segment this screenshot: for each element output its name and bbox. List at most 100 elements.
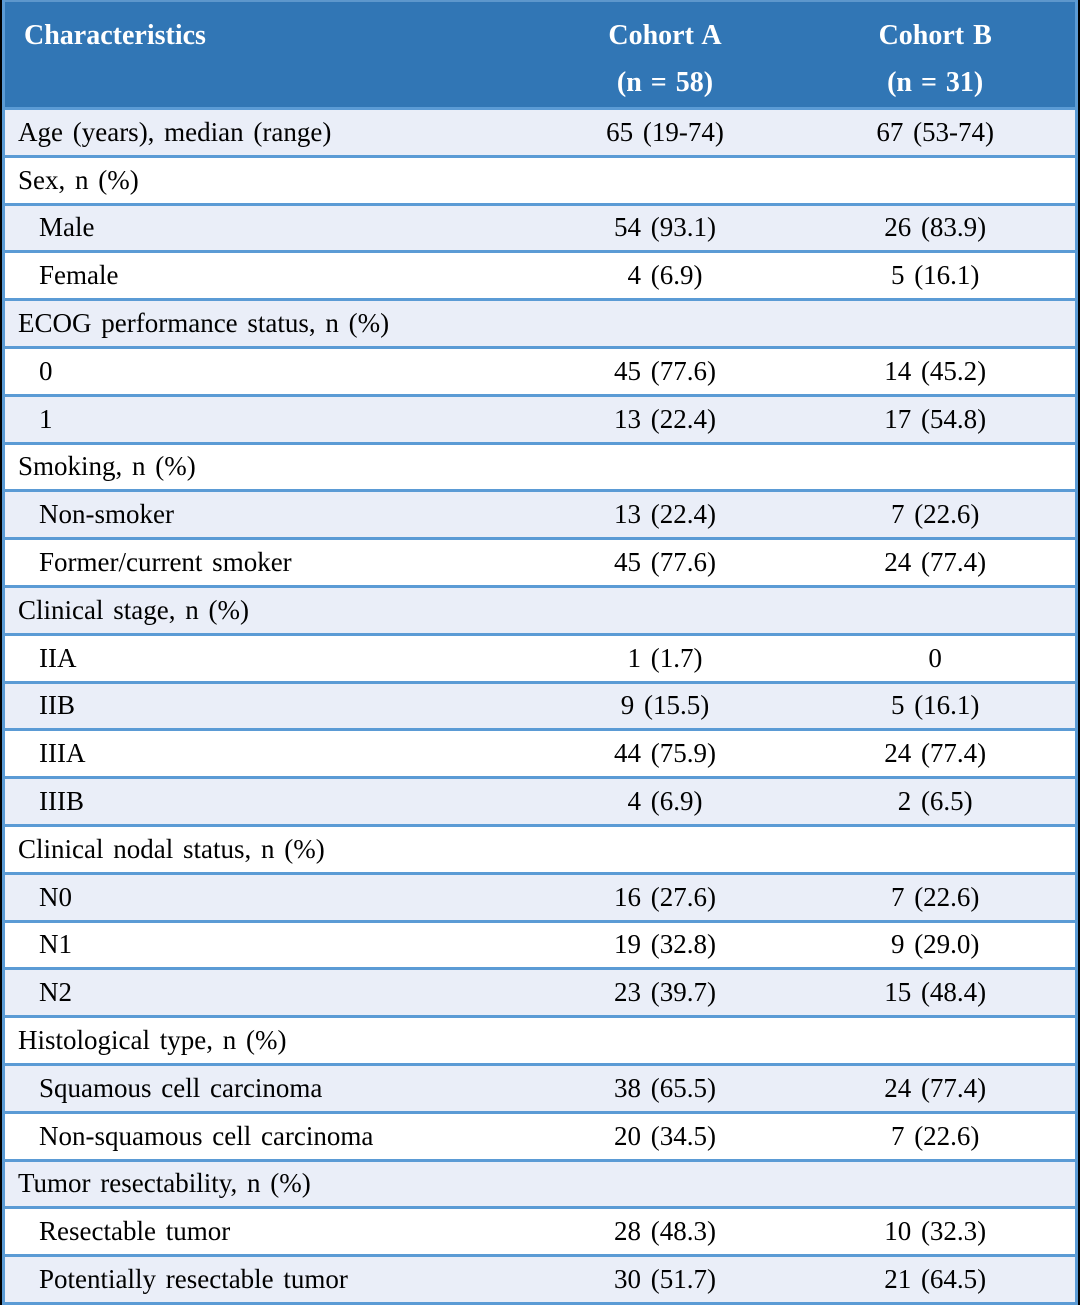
- cohort-b-value-cell: 14 (45.2): [884, 355, 987, 386]
- cohort-a-header-label: Cohort A: [608, 20, 722, 51]
- column-header-cohort-b: Cohort B (n = 31): [795, 0, 1077, 110]
- row-label-cell: Former/current smoker: [39, 547, 292, 578]
- row-label-cell: Non-smoker: [39, 499, 174, 530]
- cohort-b-value-cell: [795, 156, 1076, 204]
- cohort-b-value-cell: 10 (32.3): [884, 1216, 987, 1247]
- cohort-b-value-cell: 24 (77.4): [884, 738, 987, 769]
- cohort-b-value-cell: 21 (64.5): [884, 1264, 987, 1295]
- cohort-b-value-cell: [795, 825, 1076, 873]
- table-row: N0 16 (27.6) 7 (22.6): [3, 873, 1077, 922]
- table-row: Clinical nodal status, n (%): [3, 825, 1077, 874]
- table-row: Non-squamous cell carcinoma 20 (34.5) 7 (2…: [3, 1112, 1077, 1161]
- cohort-a-value-cell: [535, 443, 796, 491]
- cohort-a-value-cell: 65 (19-74): [606, 116, 724, 147]
- cohort-b-value-cell: 7 (22.6): [890, 499, 980, 530]
- row-label-cell: N1: [39, 929, 72, 960]
- table-row: 1 13 (22.4) 17 (54.8): [3, 395, 1077, 444]
- cohort-b-value-cell: 5 (16.1): [890, 260, 980, 291]
- row-label-cell: IIB: [39, 690, 75, 721]
- row-label-cell: Female: [39, 260, 119, 291]
- cohort-a-value-cell: [535, 156, 796, 204]
- table-row: Squamous cell carcinoma 38 (65.5) 24 (77.4…: [3, 1064, 1077, 1113]
- header-row: Characteristics Cohort A (n = 58) Cohort…: [3, 0, 1077, 110]
- table-row: IIA 1 (1.7) 0: [3, 634, 1077, 683]
- table-row: Male 54 (93.1) 26 (83.9): [3, 204, 1077, 252]
- cohort-b-value-cell: [795, 443, 1076, 491]
- cohort-a-value-cell: 4 (6.9): [627, 260, 703, 291]
- row-label-cell: Non-squamous cell carcinoma: [39, 1120, 374, 1151]
- table-header: Characteristics Cohort A (n = 58) Cohort…: [3, 0, 1077, 110]
- cohort-a-value-cell: 20 (34.5): [614, 1120, 716, 1151]
- table-row: Potentially resectable tumor 30 (51.7) 21 …: [3, 1255, 1077, 1304]
- cohort-b-value-cell: 5 (16.1): [890, 690, 980, 721]
- cohort-b-value-cell: 0: [928, 642, 942, 673]
- cohort-b-value-cell: 15 (48.4): [884, 977, 987, 1008]
- column-header-cohort-a: Cohort A (n = 58): [534, 0, 796, 110]
- row-label-cell: N0: [39, 881, 72, 912]
- cohort-a-value-cell: [535, 825, 796, 873]
- cohort-a-value-cell: 4 (6.9): [627, 786, 703, 817]
- row-label-cell: Potentially resectable tumor: [39, 1264, 348, 1295]
- cohort-a-value-cell: 44 (75.9): [614, 738, 716, 769]
- table-row: Age (years), median (range) 65 (19-74) 67 …: [3, 108, 1077, 157]
- cohort-b-value-cell: [795, 1017, 1076, 1065]
- row-label-cell: IIIA: [39, 738, 86, 769]
- cohort-a-value-cell: [535, 586, 796, 634]
- cohort-a-value-cell: [535, 1160, 796, 1208]
- row-label-cell: ECOG performance status, n (%): [18, 308, 390, 339]
- cohort-b-value-cell: 24 (77.4): [884, 547, 987, 578]
- cohort-b-value-cell: 7 (22.6): [890, 881, 980, 912]
- table-row: Sex, n (%): [3, 156, 1077, 205]
- cohort-b-value-cell: [795, 300, 1076, 348]
- table-row: Smoking, n (%): [3, 443, 1077, 491]
- cohort-b-value-cell: [795, 586, 1076, 634]
- row-label-cell: Squamous cell carcinoma: [39, 1072, 323, 1103]
- table-row: ECOG performance status, n (%): [3, 299, 1077, 348]
- cohort-b-value-cell: 7 (22.6): [890, 1120, 980, 1151]
- cohort-a-value-cell: [535, 300, 796, 348]
- column-header-characteristics: Characteristics: [3, 0, 535, 110]
- table-row: 0 45 (77.6) 14 (45.2): [3, 347, 1077, 396]
- table-body: Age (years), median (range) 65 (19-74) 67 …: [3, 108, 1077, 1304]
- table-row: IIIA 44 (75.9) 24 (77.4): [3, 729, 1077, 778]
- table-row: Clinical stage, n (%): [3, 586, 1077, 635]
- row-label-cell: Tumor resectability, n (%): [18, 1168, 311, 1199]
- cohort-a-value-cell: 45 (77.6): [614, 547, 716, 578]
- row-label-cell: Histological type, n (%): [18, 1025, 287, 1056]
- table-row: Histological type, n (%): [3, 1016, 1077, 1065]
- cohort-b-value-cell: 17 (54.8): [884, 403, 987, 434]
- cohort-a-value-cell: [535, 1017, 796, 1065]
- table-row: Tumor resectability, n (%): [3, 1160, 1077, 1208]
- cohort-b-header-label: Cohort B: [878, 20, 992, 51]
- table-row: Resectable tumor 28 (48.3) 10 (32.3): [3, 1207, 1077, 1256]
- row-label-cell: Smoking, n (%): [18, 451, 196, 482]
- row-label-cell: N2: [39, 977, 72, 1008]
- cohort-a-header-n: (n = 58): [616, 67, 714, 98]
- cohort-a-value-cell: 38 (65.5): [614, 1072, 716, 1103]
- cohort-a-value-cell: 23 (39.7): [614, 977, 716, 1008]
- row-label-cell: Clinical stage, n (%): [18, 594, 249, 625]
- table-row: N2 23 (39.7) 15 (48.4): [3, 968, 1077, 1017]
- row-label-cell: IIIB: [39, 786, 84, 817]
- row-label-cell: Clinical nodal status, n (%): [18, 833, 325, 864]
- cohort-a-value-cell: 30 (51.7): [614, 1264, 716, 1295]
- cohort-a-value-cell: 13 (22.4): [614, 403, 716, 434]
- table-row: Former/current smoker 45 (77.6) 24 (77.4): [3, 538, 1077, 587]
- row-label-cell: Sex, n (%): [18, 164, 139, 195]
- cohort-b-value-cell: 24 (77.4): [884, 1072, 987, 1103]
- table-row: IIB 9 (15.5) 5 (16.1): [3, 682, 1077, 730]
- cohort-b-value-cell: 2 (6.5): [897, 786, 973, 817]
- row-label-cell: Age (years), median (range): [18, 116, 332, 147]
- cohort-a-value-cell: 16 (27.6): [614, 881, 716, 912]
- table-row: Non-smoker 13 (22.4) 7 (22.6): [3, 490, 1077, 539]
- row-label-cell: Male: [39, 212, 95, 243]
- cohort-a-value-cell: 54 (93.1): [614, 212, 716, 243]
- cohort-a-value-cell: 13 (22.4): [614, 499, 716, 530]
- cohort-b-value-cell: 67 (53-74): [876, 116, 995, 147]
- row-label-cell: 1: [39, 403, 53, 434]
- cohort-a-value-cell: 9 (15.5): [620, 690, 710, 721]
- row-label-cell: 0: [39, 355, 53, 386]
- table-row: IIIB 4 (6.9) 2 (6.5): [3, 777, 1077, 826]
- cohort-b-value-cell: [795, 1160, 1076, 1208]
